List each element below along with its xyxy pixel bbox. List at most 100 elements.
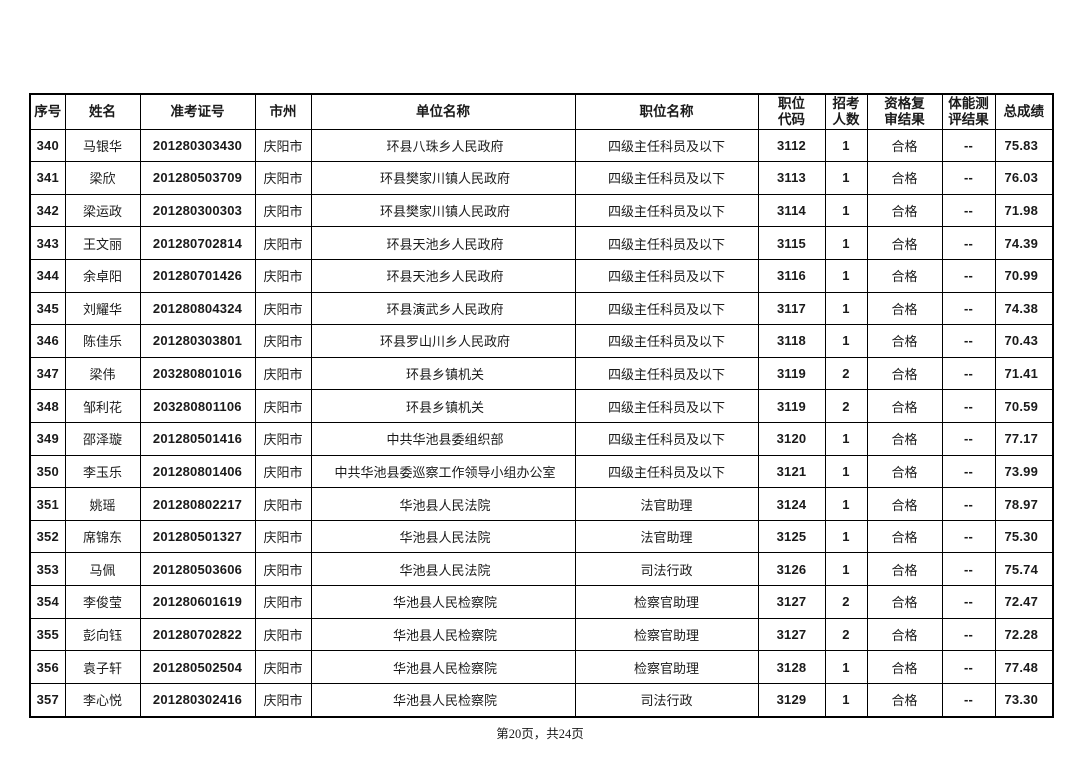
cell-ticket: 201280701426 xyxy=(139,258,256,293)
cell-code: 3112 xyxy=(757,128,826,163)
cell-position: 四级主任科员及以下 xyxy=(574,454,759,489)
cell-count: 1 xyxy=(824,226,868,260)
table-row: 356 袁子轩 201280502504 庆阳市 华池县人民检察院 检察官助理 3128 1 合… xyxy=(29,650,1054,684)
cell-unit: 环县八珠乡人民政府 xyxy=(310,128,576,163)
cell-review: 合格 xyxy=(866,454,943,489)
cell-name: 马佩 xyxy=(64,552,141,587)
cell-ticket: 201280601619 xyxy=(139,585,256,619)
cell-count: 1 xyxy=(824,258,868,293)
cell-review: 合格 xyxy=(866,291,943,326)
exam-results-table: 序号 姓名 准考证号 市州 单位名称 职位名称 职位 代码 招考 人数 资格复 … xyxy=(29,93,1054,718)
cell-count: 2 xyxy=(824,356,868,391)
cell-unit: 华池县人民检察院 xyxy=(310,650,576,684)
cell-review: 合格 xyxy=(866,128,943,163)
cell-physical: -- xyxy=(941,356,996,391)
table-row: 347 梁伟 203280801016 庆阳市 环县乡镇机关 四级主任科员及以下 3119 2… xyxy=(29,356,1054,391)
cell-count: 1 xyxy=(824,324,868,358)
header-name: 姓名 xyxy=(64,93,141,130)
cell-review: 合格 xyxy=(866,487,943,521)
cell-name: 姚瑶 xyxy=(64,487,141,521)
cell-count: 2 xyxy=(824,389,868,423)
cell-name: 梁伟 xyxy=(64,356,141,391)
cell-unit: 华池县人民法院 xyxy=(310,519,576,554)
cell-code: 3125 xyxy=(757,519,826,554)
cell-ticket: 203280801016 xyxy=(139,356,256,391)
cell-unit: 环县天池乡人民政府 xyxy=(310,226,576,260)
header-physical: 体能测 评结果 xyxy=(941,93,996,130)
cell-code: 3118 xyxy=(757,324,826,358)
cell-score: 77.48 xyxy=(994,650,1054,684)
cell-city: 庆阳市 xyxy=(254,617,312,652)
cell-city: 庆阳市 xyxy=(254,682,312,718)
cell-position: 四级主任科员及以下 xyxy=(574,356,759,391)
cell-ticket: 201280501416 xyxy=(139,421,256,456)
header-code: 职位 代码 xyxy=(757,93,826,130)
cell-score: 70.99 xyxy=(994,258,1054,293)
cell-ticket: 201280801406 xyxy=(139,454,256,489)
cell-position: 四级主任科员及以下 xyxy=(574,226,759,260)
cell-physical: -- xyxy=(941,128,996,163)
cell-score: 73.30 xyxy=(994,682,1054,718)
cell-count: 1 xyxy=(824,421,868,456)
cell-review: 合格 xyxy=(866,324,943,358)
cell-score: 77.17 xyxy=(994,421,1054,456)
cell-name: 邵泽璇 xyxy=(64,421,141,456)
cell-score: 74.39 xyxy=(994,226,1054,260)
table-row: 340 马银华 201280303430 庆阳市 环县八珠乡人民政府 四级主任科员及以下 3… xyxy=(29,128,1054,163)
cell-ticket: 201280502504 xyxy=(139,650,256,684)
cell-count: 1 xyxy=(824,454,868,489)
cell-score: 75.74 xyxy=(994,552,1054,587)
cell-ticket: 201280702814 xyxy=(139,226,256,260)
cell-position: 四级主任科员及以下 xyxy=(574,193,759,228)
cell-unit: 环县乡镇机关 xyxy=(310,356,576,391)
cell-score: 78.97 xyxy=(994,487,1054,521)
header-score: 总成绩 xyxy=(994,93,1054,130)
table-row: 345 刘耀华 201280804324 庆阳市 环县演武乡人民政府 四级主任科员及以下 3… xyxy=(29,291,1054,326)
cell-position: 四级主任科员及以下 xyxy=(574,291,759,326)
cell-physical: -- xyxy=(941,650,996,684)
table-body: 340 马银华 201280303430 庆阳市 环县八珠乡人民政府 四级主任科员及以下 3… xyxy=(29,128,1054,718)
cell-unit: 环县罗山川乡人民政府 xyxy=(310,324,576,358)
table-row: 342 梁运政 201280300303 庆阳市 环县樊家川镇人民政府 四级主任科员及以下… xyxy=(29,193,1054,228)
cell-review: 合格 xyxy=(866,682,943,718)
table-row: 351 姚瑶 201280802217 庆阳市 华池县人民法院 法官助理 3124 1 合格 --… xyxy=(29,487,1054,521)
cell-name: 梁欣 xyxy=(64,161,141,195)
cell-position: 四级主任科员及以下 xyxy=(574,128,759,163)
cell-review: 合格 xyxy=(866,552,943,587)
cell-position: 四级主任科员及以下 xyxy=(574,258,759,293)
cell-city: 庆阳市 xyxy=(254,650,312,684)
cell-unit: 华池县人民检察院 xyxy=(310,617,576,652)
cell-index: 340 xyxy=(29,128,66,163)
header-row: 序号 姓名 准考证号 市州 单位名称 职位名称 职位 代码 招考 人数 资格复 … xyxy=(29,93,1054,130)
cell-count: 1 xyxy=(824,128,868,163)
cell-index: 342 xyxy=(29,193,66,228)
cell-position: 检察官助理 xyxy=(574,650,759,684)
cell-score: 70.59 xyxy=(994,389,1054,423)
cell-score: 71.41 xyxy=(994,356,1054,391)
header-index: 序号 xyxy=(29,93,66,130)
table-row: 353 马佩 201280503606 庆阳市 华池县人民法院 司法行政 3126 1 合格 --… xyxy=(29,552,1054,587)
cell-ticket: 203280801106 xyxy=(139,389,256,423)
cell-name: 李俊莹 xyxy=(64,585,141,619)
cell-review: 合格 xyxy=(866,226,943,260)
cell-physical: -- xyxy=(941,226,996,260)
cell-index: 350 xyxy=(29,454,66,489)
cell-name: 刘耀华 xyxy=(64,291,141,326)
cell-physical: -- xyxy=(941,291,996,326)
cell-ticket: 201280802217 xyxy=(139,487,256,521)
cell-code: 3121 xyxy=(757,454,826,489)
cell-unit: 环县演武乡人民政府 xyxy=(310,291,576,326)
cell-index: 357 xyxy=(29,682,66,718)
cell-code: 3114 xyxy=(757,193,826,228)
cell-index: 349 xyxy=(29,421,66,456)
cell-ticket: 201280303430 xyxy=(139,128,256,163)
cell-review: 合格 xyxy=(866,389,943,423)
cell-city: 庆阳市 xyxy=(254,552,312,587)
page-number-footer: 第20页，共24页 xyxy=(496,727,584,741)
cell-index: 346 xyxy=(29,324,66,358)
cell-unit: 华池县人民检察院 xyxy=(310,682,576,718)
cell-count: 1 xyxy=(824,519,868,554)
cell-review: 合格 xyxy=(866,421,943,456)
cell-code: 3127 xyxy=(757,617,826,652)
